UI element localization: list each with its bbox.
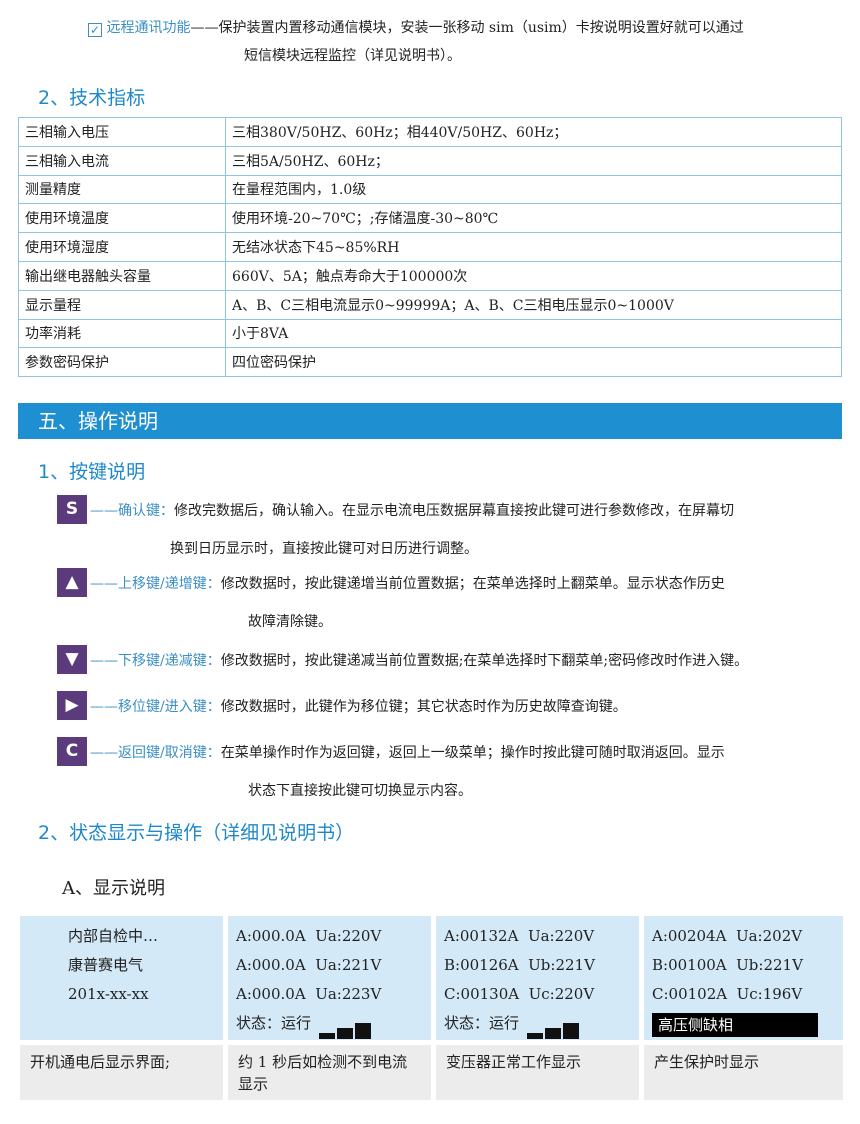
- screen-line: A:000.0A Ua:220V: [236, 927, 382, 945]
- spec-label: 三相输入电压: [18, 117, 226, 147]
- key-label: ——移位键/进入键：: [90, 699, 221, 715]
- alarm-text: 高压侧缺相: [652, 1013, 818, 1037]
- feature-label: 远程通讯功能: [106, 20, 191, 36]
- status-title: 2、状态显示与操作（详细见说明书）: [38, 822, 355, 844]
- spec-row: 三相输入电压 三相380V/50HZ、60Hz；相440V/50HZ、60Hz；: [18, 117, 842, 147]
- spec-value: 三相380V/50HZ、60Hz；相440V/50HZ、60Hz；: [225, 117, 842, 147]
- signal-bars-icon: [527, 1010, 581, 1039]
- key-label: ——返回键/取消键：: [90, 745, 221, 761]
- spec-label: 参数密码保护: [18, 347, 226, 378]
- spec-value: 660V、5A；触点寿命大于100000次: [225, 260, 842, 291]
- key-row: ——移位键/进入键：修改数据时，此键作为移位键；其它状态时作为历史故障查询键。: [90, 696, 627, 716]
- key-1-icon: ▲: [57, 568, 87, 597]
- screen-line: A:000.0A Ua:223V: [236, 985, 382, 1003]
- spec-label: 三相输入电流: [18, 145, 226, 176]
- spec-label: 显示量程: [18, 289, 226, 320]
- screen-line: 康普赛电气: [68, 956, 144, 974]
- key-row: ——返回键/取消键：在菜单操作时作为返回键，返回上一级菜单；操作时按此键可随时取…: [90, 742, 725, 762]
- screen-line: C:00102A Uc:196V: [652, 985, 803, 1003]
- section-5-title: 五、操作说明: [18, 403, 842, 439]
- status-text: 状态：运行: [236, 1014, 312, 1032]
- spec-label: 测量精度: [18, 174, 226, 205]
- spec-row: 参数密码保护 四位密码保护: [18, 347, 842, 378]
- screen-line: B:00100A Ub:221V: [652, 956, 803, 974]
- spec-value: 四位密码保护: [225, 347, 842, 378]
- screen-line: 201x-xx-xx: [68, 985, 149, 1003]
- intro-line2: 短信模块远程监控（详见说明书）。: [244, 48, 461, 64]
- key-0-icon: S: [57, 495, 87, 524]
- key-label: ——确认键：: [90, 503, 174, 519]
- key-2-icon: ▼: [57, 645, 87, 674]
- tech-title: 2、技术指标: [38, 87, 146, 109]
- spec-label: 使用环境湿度: [18, 232, 226, 262]
- spec-value: 无结冰状态下45~85%RH: [225, 232, 842, 262]
- screen-line: A:000.0A Ua:221V: [236, 956, 382, 974]
- spec-value: 三相5A/50HZ、60Hz；: [225, 145, 842, 176]
- screen-line: C:00130A Uc:220V: [444, 985, 595, 1003]
- spec-value: A、B、C三相电流显示0~99999A；A、B、C三相电压显示0~1000V: [225, 289, 842, 320]
- spec-value: 在量程范围内，1.0级: [225, 174, 842, 205]
- screen-caption: 变压器正常工作显示: [436, 1045, 639, 1100]
- key-3-icon: ▶: [57, 691, 87, 720]
- screen-line: A:00204A Ua:202V: [652, 927, 803, 945]
- screen-line: B:00126A Ub:221V: [444, 956, 595, 974]
- spec-label: 输出继电器触头容量: [18, 260, 226, 291]
- key-row: ——下移键/递减键：修改数据时，按此键递减当前位置数据;在菜单选择时下翻菜单;密…: [90, 650, 748, 670]
- key-desc: 修改数据时，按此键递减当前位置数据;在菜单选择时下翻菜单;密码修改时作进入键。: [220, 653, 749, 669]
- screen-line: 内部自检中…: [68, 927, 159, 945]
- screen-caption: 开机通电后显示界面;: [20, 1045, 223, 1100]
- key-4-icon: C: [57, 737, 87, 766]
- key-desc-cont: 故障清除键。: [248, 614, 332, 630]
- dash: ——: [190, 20, 219, 36]
- screen-caption: 产生保护时显示: [644, 1045, 843, 1100]
- spec-table: 三相输入电压 三相380V/50HZ、60Hz；相440V/50HZ、60Hz；三…: [18, 117, 842, 378]
- spec-row: 输出继电器触头容量 660V、5A；触点寿命大于100000次: [18, 260, 842, 291]
- screen-caption: 约 1 秒后如检测不到电流显示: [228, 1045, 431, 1100]
- spec-label: 功率消耗: [18, 318, 226, 349]
- spec-row: 显示量程 A、B、C三相电流显示0~99999A；A、B、C三相电压显示0~100…: [18, 289, 842, 320]
- screen-line: A:00132A Ua:220V: [444, 927, 595, 945]
- spec-row: 三相输入电流 三相5A/50HZ、60Hz；: [18, 145, 842, 176]
- signal-bars-icon: [319, 1010, 373, 1039]
- key-desc: 在菜单操作时作为返回键，返回上一级菜单；操作时按此键可随时取消返回。显示: [220, 745, 725, 761]
- checkbox-icon: ✓: [88, 23, 102, 37]
- spec-row: 测量精度 在量程范围内，1.0级: [18, 174, 842, 205]
- intro-line1: 保护装置内置移动通信模块，安装一张移动 sim（usim）卡按说明设置好就可以通…: [218, 20, 744, 36]
- screen-1: A:000.0A Ua:220V A:000.0A Ua:221V A:000.0A…: [228, 916, 431, 1040]
- spec-row: 使用环境温度 使用环境-20~70℃；;存储温度-30~80℃: [18, 203, 842, 234]
- spec-row: 使用环境湿度 无结冰状态下45~85%RH: [18, 232, 842, 262]
- keys-title: 1、按键说明: [38, 461, 146, 483]
- key-desc-cont: 换到日历显示时，直接按此键可对日历进行调整。: [170, 541, 478, 557]
- key-row: ——确认键：修改完数据后，确认输入。在显示电流电压数据屏幕直接按此键可进行参数修…: [90, 500, 734, 520]
- key-desc: 修改完数据后，确认输入。在显示电流电压数据屏幕直接按此键可进行参数修改，在屏幕切: [174, 503, 734, 519]
- spec-label: 使用环境温度: [18, 203, 226, 234]
- status-text: 状态：运行: [444, 1014, 520, 1032]
- spec-value: 小于8VA: [225, 318, 842, 349]
- remote-comm-line: ✓ 远程通讯功能——保护装置内置移动通信模块，安装一张移动 sim（usim）卡…: [88, 17, 744, 37]
- key-desc: 修改数据时，按此键递增当前位置数据；在菜单选择时上翻菜单。显示状态作历史: [220, 576, 725, 592]
- status-line: 状态：运行: [236, 1009, 431, 1039]
- key-label: ——上移键/递增键：: [90, 576, 221, 592]
- status-line: 状态：运行: [444, 1009, 639, 1039]
- key-desc: 修改数据时，此键作为移位键；其它状态时作为历史故障查询键。: [220, 699, 627, 715]
- spec-value: 使用环境-20~70℃；;存储温度-30~80℃: [225, 203, 842, 234]
- screen-0: 内部自检中… 康普赛电气 201x-xx-xx: [20, 916, 223, 1040]
- key-desc-cont: 状态下直接按此键可切换显示内容。: [248, 783, 472, 799]
- screen-2: A:00132A Ua:220V B:00126A Ub:221V C:00130A…: [436, 916, 639, 1040]
- spec-row: 功率消耗 小于8VA: [18, 318, 842, 349]
- key-label: ——下移键/递减键：: [90, 653, 221, 669]
- key-row: ——上移键/递增键：修改数据时，按此键递增当前位置数据；在菜单选择时上翻菜单。显…: [90, 573, 725, 593]
- display-subtitle: A、显示说明: [62, 878, 165, 899]
- screen-3: A:00204A Ua:202V B:00100A Ub:221V C:00102A…: [644, 916, 843, 1040]
